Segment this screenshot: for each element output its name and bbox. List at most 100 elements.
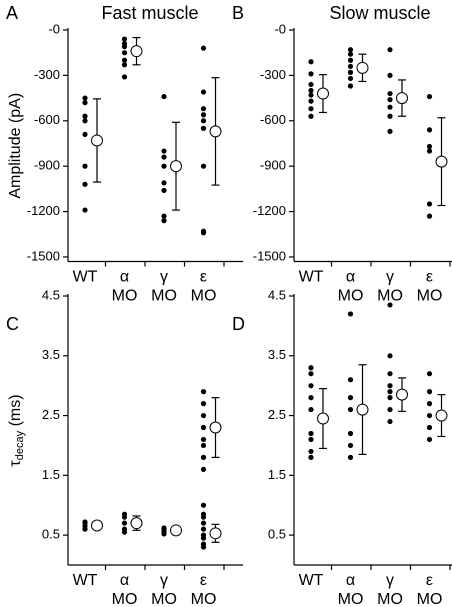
- y-tick-label: -300: [34, 67, 60, 82]
- data-point: [308, 59, 314, 65]
- data-point: [161, 525, 167, 531]
- data-point: [121, 50, 128, 56]
- y-tick-label: 4.5: [42, 287, 60, 302]
- data-point: [200, 230, 207, 236]
- data-point: [426, 201, 433, 207]
- mean-marker: [209, 125, 222, 138]
- mean-marker: [209, 527, 222, 540]
- panel-letter: A: [6, 3, 18, 23]
- data-point: [347, 377, 354, 383]
- data-point: [200, 520, 207, 526]
- data-point: [200, 502, 207, 508]
- data-point: [161, 187, 167, 193]
- x-tick-label: ε MO: [191, 269, 217, 305]
- data-point: [82, 118, 88, 124]
- data-point: [347, 47, 354, 53]
- y-tick-label: 2.5: [268, 407, 286, 422]
- y-tick-label: 3.5: [42, 347, 60, 362]
- data-point: [387, 353, 393, 359]
- data-point: [200, 106, 207, 112]
- mean-marker: [356, 403, 369, 416]
- data-point: [347, 69, 354, 75]
- data-point: [200, 125, 207, 131]
- data-point: [200, 526, 207, 532]
- y-tick-label: 0.5: [42, 527, 60, 542]
- data-point: [347, 406, 354, 413]
- data-point: [387, 104, 393, 110]
- data-point: [387, 418, 393, 425]
- data-point: [387, 395, 393, 401]
- data-point: [347, 83, 354, 89]
- data-point: [308, 406, 314, 413]
- data-point: [161, 148, 167, 154]
- data-point: [426, 371, 433, 377]
- data-point: [426, 213, 433, 219]
- data-point: [161, 213, 167, 219]
- data-point: [308, 98, 314, 104]
- data-point: [308, 81, 314, 88]
- x-tick-label: α MO: [338, 269, 364, 305]
- y-axis-label: Amplitude (pA): [7, 93, 24, 199]
- panel-letter: D: [232, 314, 245, 334]
- data-point: [426, 127, 433, 133]
- x-tick-label: ε MO: [191, 572, 217, 607]
- data-point: [308, 436, 314, 443]
- data-point: [200, 424, 207, 431]
- y-label-sub: decay: [14, 430, 26, 460]
- data-point: [308, 92, 314, 98]
- mean-marker: [130, 517, 143, 530]
- data-point: [82, 207, 88, 213]
- x-tick-label: ε MO: [417, 572, 443, 607]
- y-tick-label: -1200: [27, 203, 60, 218]
- x-tick-label: γ MO: [377, 572, 403, 607]
- x-tick-label: WT: [73, 572, 98, 589]
- data-point: [200, 112, 207, 118]
- data-point: [82, 519, 88, 525]
- x-tick-label: γ MO: [151, 269, 177, 305]
- data-point: [308, 395, 314, 401]
- data-point: [121, 62, 128, 68]
- data-point: [161, 218, 167, 224]
- data-point: [347, 442, 354, 449]
- y-tick-label: 4.5: [268, 287, 286, 302]
- data-point: [347, 311, 354, 317]
- data-point: [347, 395, 354, 401]
- data-point: [82, 113, 88, 119]
- x-tick-label: WT: [73, 269, 98, 286]
- data-point: [347, 51, 354, 57]
- mean-marker: [317, 412, 329, 425]
- data-point: [121, 44, 128, 50]
- y-label-rest: (ms): [7, 394, 24, 430]
- data-point: [426, 148, 433, 154]
- y-tick-label: -900: [260, 158, 286, 173]
- mean-marker: [435, 409, 448, 422]
- panel-title: Slow muscle: [329, 3, 430, 23]
- y-tick-label: 0.5: [268, 527, 286, 542]
- data-point: [387, 383, 393, 389]
- mean-marker: [396, 92, 408, 105]
- mean-marker: [91, 519, 103, 532]
- y-label-main: τ: [7, 460, 24, 467]
- data-point: [121, 57, 128, 63]
- data-point: [200, 454, 207, 460]
- data-point: [387, 406, 393, 413]
- y-tick-label: 3.5: [268, 347, 286, 362]
- data-point: [426, 401, 433, 407]
- data-point: [200, 442, 207, 449]
- x-tick-label: WT: [299, 572, 324, 589]
- y-tick-label: -300: [260, 67, 286, 82]
- data-point: [161, 93, 167, 100]
- data-point: [426, 143, 433, 150]
- x-tick-label: α MO: [112, 269, 138, 305]
- data-point: [82, 181, 88, 187]
- mean-marker: [91, 134, 103, 147]
- data-point: [308, 383, 314, 389]
- y-tick-label: 2.5: [42, 407, 60, 422]
- y-tick-label: -600: [34, 112, 60, 127]
- data-point: [161, 154, 167, 160]
- data-point: [426, 93, 433, 100]
- data-point: [200, 436, 207, 443]
- data-point: [121, 520, 128, 526]
